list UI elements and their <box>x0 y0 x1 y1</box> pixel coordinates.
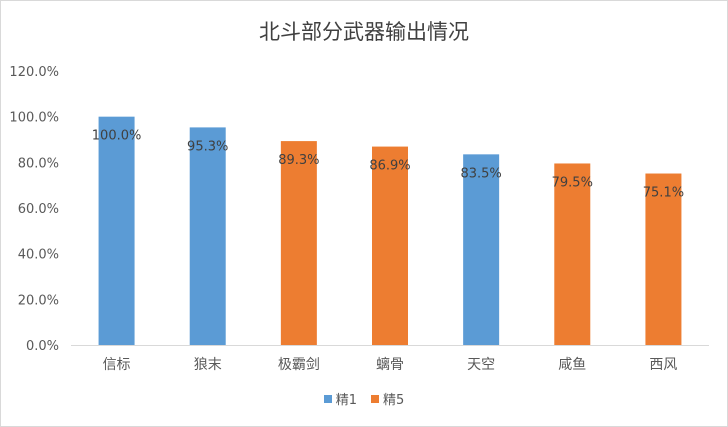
category-label: 天空 <box>467 357 495 373</box>
legend-label: 精5 <box>383 393 405 408</box>
category-label: 螭骨 <box>376 356 404 373</box>
bar <box>189 127 226 345</box>
data-label: 89.3% <box>278 153 319 168</box>
category-label: 西风 <box>649 357 677 373</box>
data-label: 86.9% <box>369 159 410 174</box>
data-label: 100.0% <box>92 129 142 144</box>
category-label: 极霸剑 <box>278 357 320 373</box>
y-tick-label: 120.0% <box>9 65 59 80</box>
y-tick-label: 0.0% <box>26 339 59 354</box>
chart-title: 北斗部分武器输出情况 <box>259 20 469 44</box>
data-label: 75.1% <box>643 186 684 201</box>
bar <box>554 163 591 345</box>
legend-swatch <box>323 394 332 403</box>
legend-label: 精1 <box>335 393 357 408</box>
legend-swatch <box>371 394 379 403</box>
bar <box>645 173 682 345</box>
y-tick-label: 20.0% <box>18 293 59 308</box>
category-label: 咸鱼 <box>558 356 586 373</box>
bar <box>98 116 135 346</box>
bar <box>463 154 500 345</box>
category-label: 信标 <box>103 357 131 373</box>
y-tick-label: 80.0% <box>18 156 59 171</box>
data-label: 83.5% <box>460 166 501 181</box>
y-tick-label: 100.0% <box>9 111 59 126</box>
y-tick-label: 60.0% <box>18 202 59 217</box>
bar <box>280 141 317 345</box>
legend: 精1 精5 <box>1 389 727 408</box>
legend-item: 精1 <box>323 389 357 408</box>
bar <box>372 146 408 345</box>
y-tick-label: 40.0% <box>18 248 59 263</box>
data-label: 95.3% <box>187 139 228 154</box>
data-label: 79.5% <box>552 175 593 190</box>
legend-item: 精5 <box>371 389 404 408</box>
category-label: 狼末 <box>194 357 222 373</box>
